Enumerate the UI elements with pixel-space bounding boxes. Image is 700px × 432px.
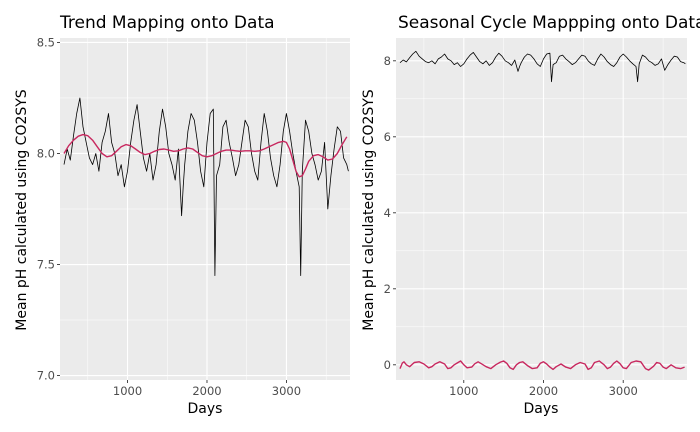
right-fitted-series-line bbox=[399, 360, 685, 371]
right-chart-title: Seasonal Cycle Mappping onto Data bbox=[398, 13, 700, 33]
left-x-tick-label: 2000 bbox=[192, 384, 221, 398]
right-x-tick-label: 3000 bbox=[609, 384, 638, 398]
left-fitted-series-line bbox=[63, 133, 348, 178]
right-x-tick-label: 1000 bbox=[449, 384, 478, 398]
left-chart-title: Trend Mapping onto Data bbox=[59, 13, 275, 33]
right-observed-series-line bbox=[399, 50, 686, 83]
right-y-tick-label: 6 bbox=[384, 130, 391, 144]
right-x-tick-label: 2000 bbox=[529, 384, 558, 398]
left-x-tick-label: 1000 bbox=[113, 384, 142, 398]
right-y-tick-label: 8 bbox=[384, 54, 391, 68]
right-plot-panel: 1000 2000 3000 0 2 4 6 8 bbox=[384, 38, 687, 398]
right-x-axis-title: Days bbox=[524, 401, 559, 417]
left-y-tick-label: 8.0 bbox=[37, 146, 55, 160]
right-y-axis-title: Mean pH calculated using CO2SYS bbox=[361, 89, 377, 331]
left-y-tick-label: 8.5 bbox=[37, 35, 55, 49]
left-x-tick-label: 3000 bbox=[272, 384, 301, 398]
right-y-tick-label: 4 bbox=[384, 206, 391, 220]
right-y-tick-label: 0 bbox=[384, 358, 391, 372]
left-y-tick-label: 7.0 bbox=[37, 369, 55, 383]
right-panel-background bbox=[396, 38, 687, 380]
left-observed-series-line bbox=[63, 97, 349, 277]
left-y-tick-label: 7.5 bbox=[37, 258, 55, 272]
left-plot-panel: 1000 2000 3000 7.0 7.5 8.0 8.5 bbox=[37, 35, 350, 398]
left-y-axis-title: Mean pH calculated using CO2SYS bbox=[14, 89, 30, 331]
left-x-axis-title: Days bbox=[188, 401, 223, 417]
right-y-tick-label: 2 bbox=[384, 282, 391, 296]
